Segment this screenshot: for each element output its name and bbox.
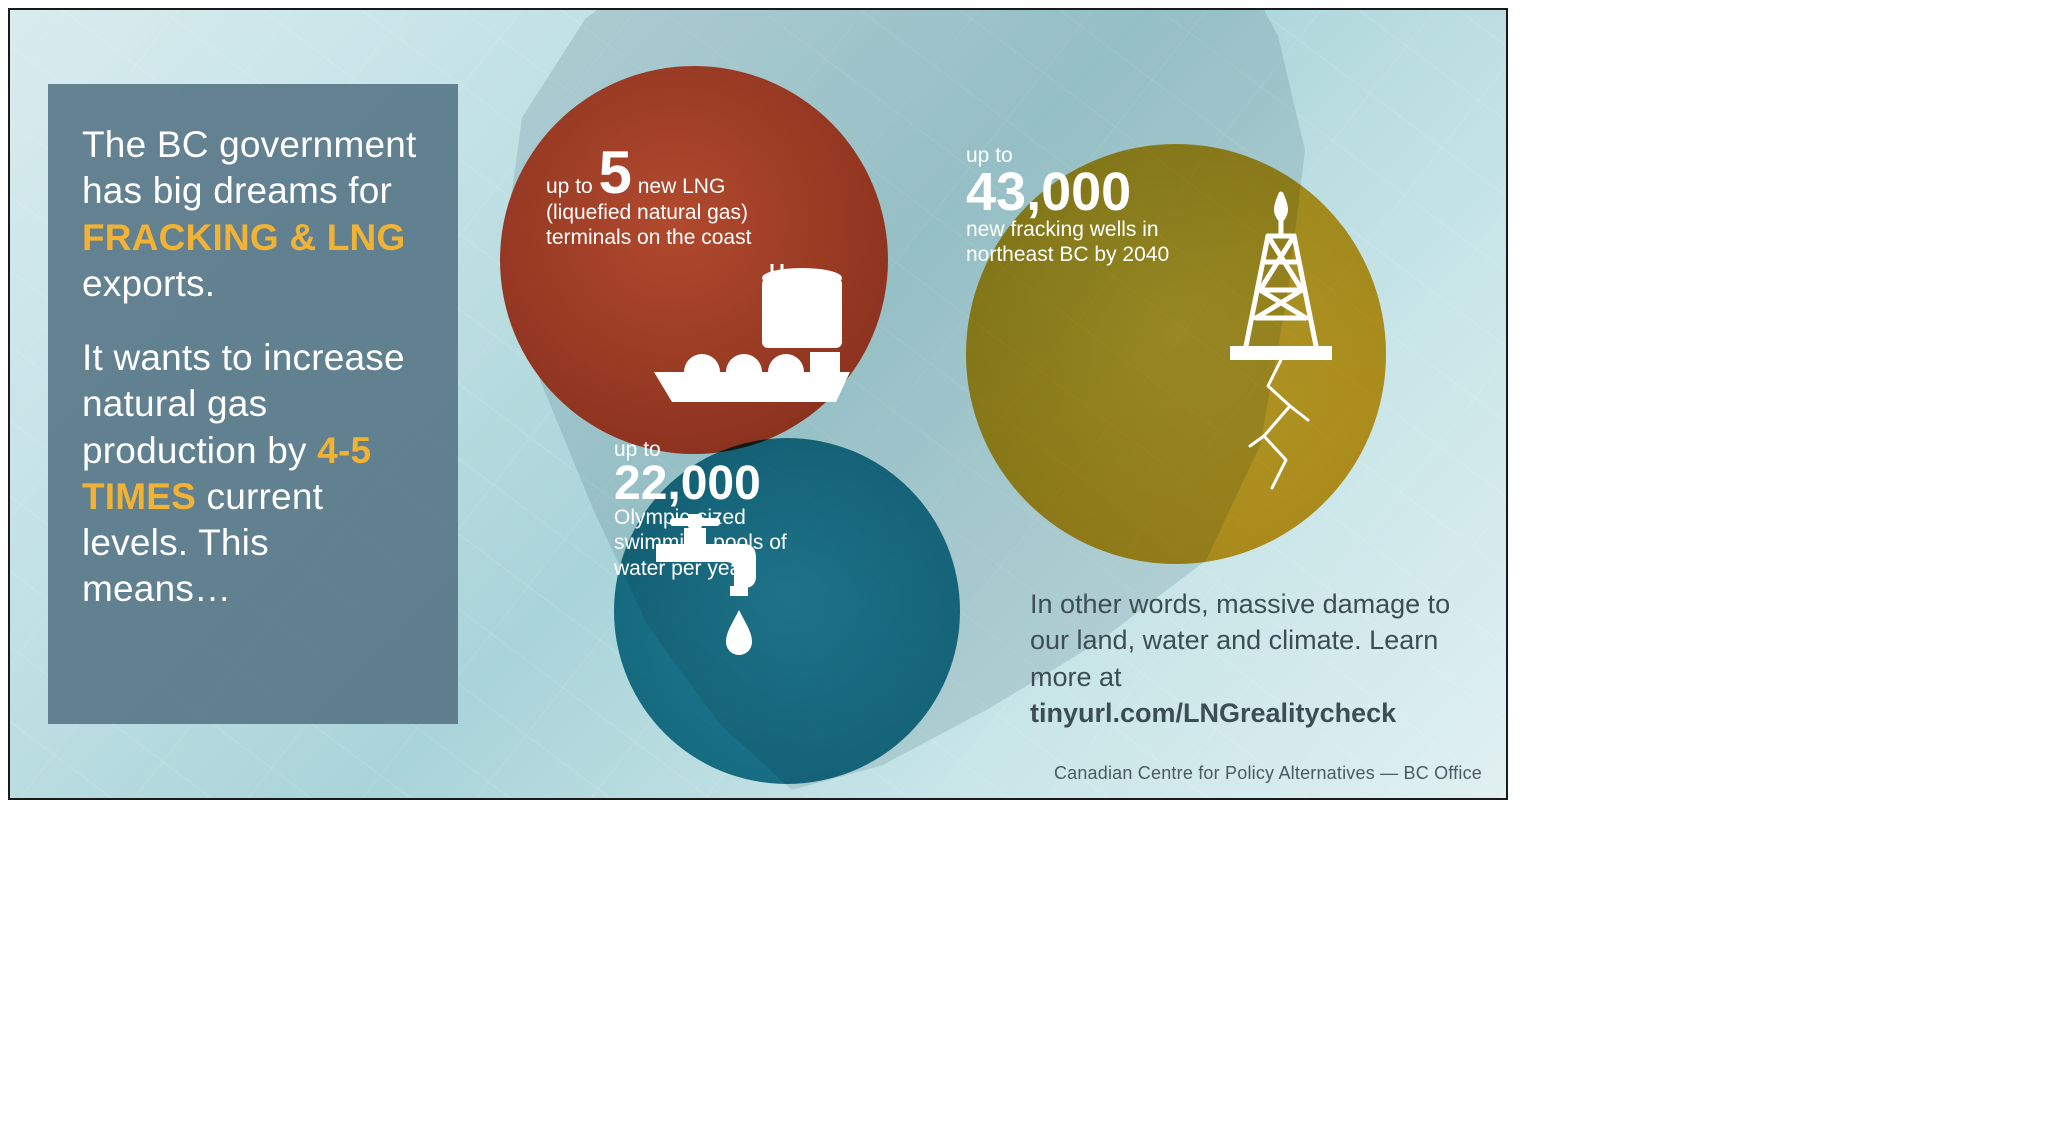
- stat-lng-mid: new LNG: [632, 175, 725, 198]
- faucet-drop-icon: [648, 514, 758, 664]
- intro-panel: The BC government has big dreams for FRA…: [48, 84, 458, 724]
- credit-line: Canadian Centre for Policy Alternatives …: [1054, 763, 1482, 784]
- intro-p1-text-b: exports.: [82, 263, 215, 304]
- intro-p1-accent: FRACKING & LNG: [82, 217, 405, 258]
- infographic-canvas: The BC government has big dreams for FRA…: [8, 8, 1508, 800]
- stat-circle-fracking-wells-bg: [966, 144, 1386, 564]
- stat-lng-number: 5: [599, 139, 632, 206]
- intro-p1-text-a: The BC government has big dreams for: [82, 124, 417, 211]
- intro-paragraph-1: The BC government has big dreams for FRA…: [82, 122, 424, 307]
- lng-terminal-ship-icon: [650, 260, 860, 410]
- stat-text-lng: up to 5 new LNG (liquefied natural gas) …: [546, 146, 796, 250]
- stat-lng-pre: up to: [546, 175, 599, 198]
- lead-out-link: tinyurl.com/LNGrealitycheck: [1030, 698, 1396, 728]
- stat-circle-water: up to 22,000 Olympic-sized swimming pool…: [614, 438, 960, 784]
- intro-paragraph-2: It wants to increase natural gas product…: [82, 335, 424, 613]
- lead-out-text: In other words, massive damage to our la…: [1030, 589, 1450, 692]
- lead-out-paragraph: In other words, massive damage to our la…: [1030, 586, 1470, 732]
- stat-lng-sub: (liquefied natural gas) terminals on the…: [546, 200, 796, 250]
- stat-circle-lng-terminals: up to 5 new LNG (liquefied natural gas) …: [500, 66, 888, 454]
- stat-water-number: 22,000: [614, 457, 761, 510]
